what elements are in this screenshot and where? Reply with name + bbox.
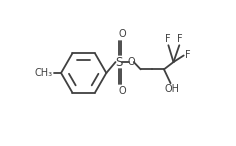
Text: F: F	[165, 34, 170, 44]
Text: F: F	[185, 51, 190, 60]
Text: O: O	[118, 29, 126, 39]
Text: O: O	[127, 57, 135, 67]
Text: F: F	[177, 34, 182, 44]
Text: S: S	[115, 55, 122, 69]
Text: CH₃: CH₃	[35, 68, 53, 78]
Text: O: O	[118, 86, 126, 96]
Text: OH: OH	[164, 84, 180, 94]
